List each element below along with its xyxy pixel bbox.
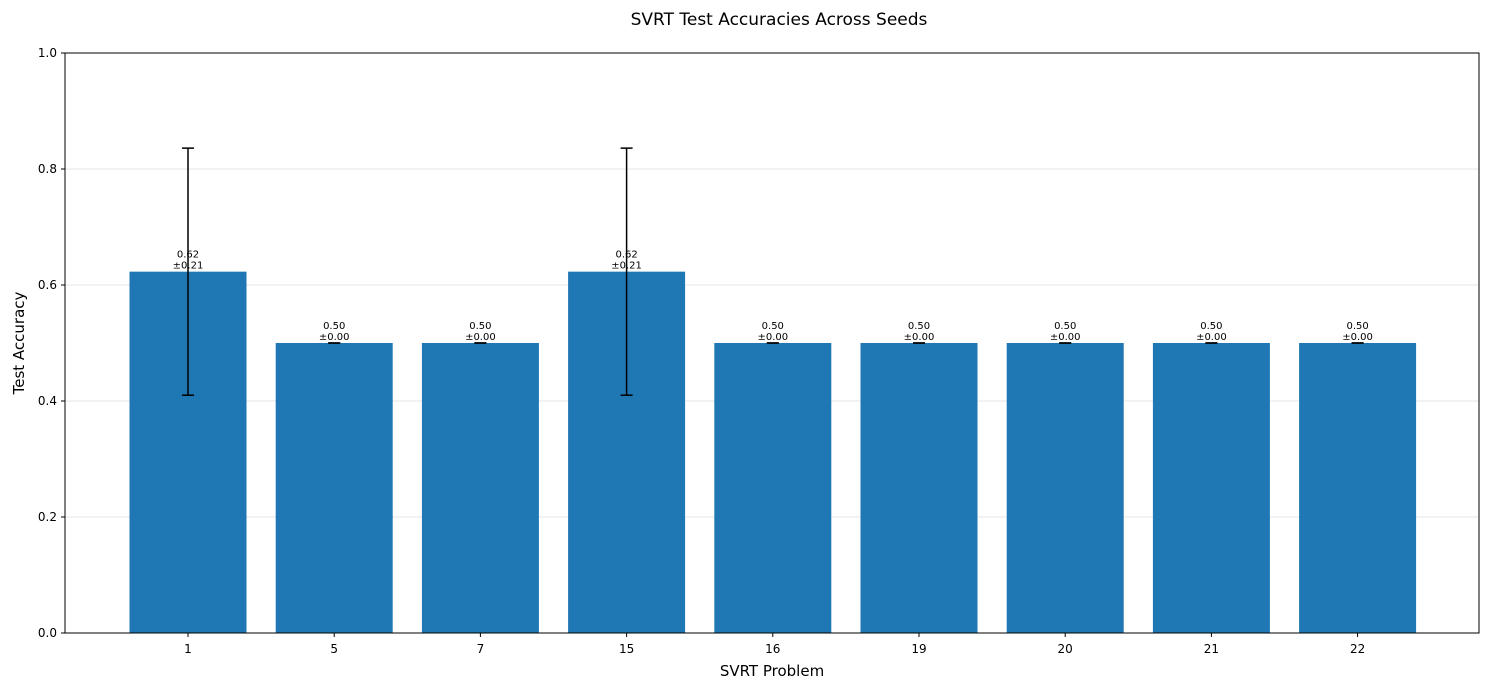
y-tick-label: 0.4	[38, 394, 57, 408]
bar-value-label: 0.62	[177, 250, 199, 261]
bar-error-label: ±0.00	[757, 332, 788, 343]
bar-error-label: ±0.00	[1196, 332, 1227, 343]
bar-value-label: 0.50	[762, 321, 784, 332]
bar	[275, 343, 393, 633]
bar-error-label: ±0.21	[611, 261, 642, 272]
bar-error-label: ±0.00	[1050, 332, 1081, 343]
plot-frame	[64, 52, 1480, 634]
bar-value-label: 0.50	[1346, 321, 1368, 332]
bar-value-label: 0.50	[908, 321, 930, 332]
bar-error-label: ±0.00	[465, 332, 496, 343]
y-tick-label: 1.0	[38, 46, 57, 60]
bar-error-label: ±0.00	[1342, 332, 1373, 343]
bar	[714, 343, 832, 633]
x-axis-ticks: 1 5 7 15 16 19 20 21 22	[184, 633, 1365, 656]
chart-title: SVRT Test Accuracies Across Seeds	[631, 10, 928, 30]
bar-value-label: 0.50	[323, 321, 345, 332]
bar	[1299, 343, 1417, 633]
x-tick-label: 5	[330, 642, 338, 656]
bar-error-label: ±0.00	[319, 332, 350, 343]
bar-error-label: ±0.00	[904, 332, 935, 343]
bar-value-label: 0.50	[1054, 321, 1076, 332]
bar-value-label: 0.50	[469, 321, 491, 332]
bar-error-label: ±0.21	[173, 261, 204, 272]
y-axis-label: Test Accuracy	[10, 291, 28, 395]
bar-value-label: 0.50	[1200, 321, 1222, 332]
x-tick-label: 21	[1204, 642, 1219, 656]
y-axis-ticks: 0.0 0.2 0.4 0.6 0.8 1.0	[38, 46, 65, 640]
error-bars-group	[182, 147, 1364, 396]
x-axis-label: SVRT Problem	[720, 662, 824, 680]
x-tick-label: 22	[1350, 642, 1365, 656]
x-tick-label: 15	[619, 642, 634, 656]
x-tick-label: 1	[184, 642, 192, 656]
x-tick-label: 16	[765, 642, 780, 656]
bar	[421, 343, 539, 633]
bar-value-label: 0.62	[615, 250, 637, 261]
x-tick-label: 19	[911, 642, 926, 656]
bar	[860, 343, 978, 633]
x-tick-label: 7	[477, 642, 485, 656]
bar	[1152, 343, 1270, 633]
y-tick-label: 0.6	[38, 278, 57, 292]
y-tick-label: 0.0	[38, 626, 57, 640]
y-tick-label: 0.8	[38, 162, 57, 176]
x-tick-label: 20	[1058, 642, 1073, 656]
bar	[1006, 343, 1124, 633]
y-tick-label: 0.2	[38, 510, 57, 524]
bar-value-labels: 0.62±0.210.50±0.000.50±0.000.62±0.210.50…	[173, 250, 1373, 343]
